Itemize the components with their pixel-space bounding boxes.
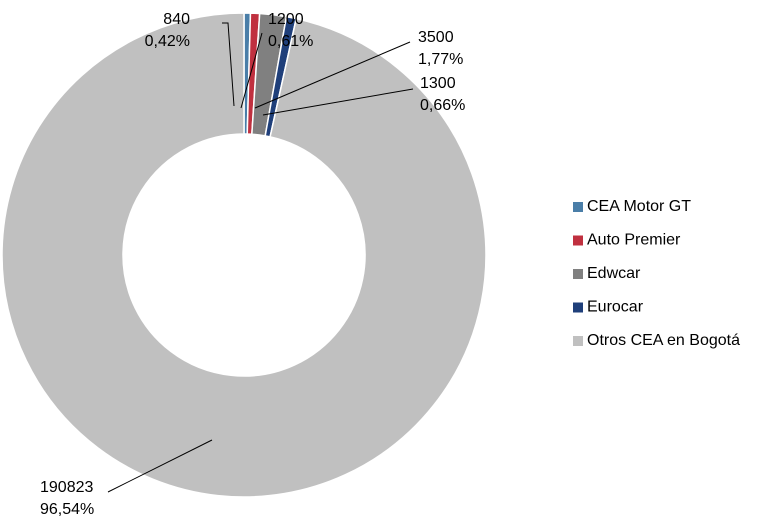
legend-label: CEA Motor GT: [587, 198, 691, 215]
legend-label: Edwcar: [587, 265, 641, 282]
leader-line: [254, 41, 411, 109]
leader-line: [222, 22, 235, 107]
leader-line: [240, 32, 263, 109]
data-label-percent: 1,77%: [418, 51, 463, 68]
legend-swatch: [573, 336, 583, 346]
donut-slice: [1, 12, 487, 498]
data-label-value: 3500: [418, 29, 454, 46]
data-label-value: 1200: [268, 11, 304, 28]
legend-label: Eurocar: [587, 299, 644, 316]
data-label-value: 1300: [420, 75, 456, 92]
data-label-percent: 0,61%: [268, 33, 313, 50]
legend-label: Otros CEA en Bogotá: [587, 332, 740, 349]
data-label-value: 190823: [40, 479, 93, 496]
leader-line: [107, 439, 213, 493]
legend-swatch: [573, 235, 583, 246]
legend-swatch: [573, 269, 583, 279]
legend-label: Auto Premier: [587, 232, 681, 249]
data-label-percent: 0,66%: [420, 97, 465, 114]
legend-swatch: [573, 202, 583, 212]
legend-swatch: [573, 302, 583, 313]
data-label-value: 840: [163, 11, 190, 28]
data-label-percent: 96,54%: [40, 501, 94, 516]
leader-line: [262, 88, 414, 116]
data-label-percent: 0,42%: [145, 33, 190, 50]
